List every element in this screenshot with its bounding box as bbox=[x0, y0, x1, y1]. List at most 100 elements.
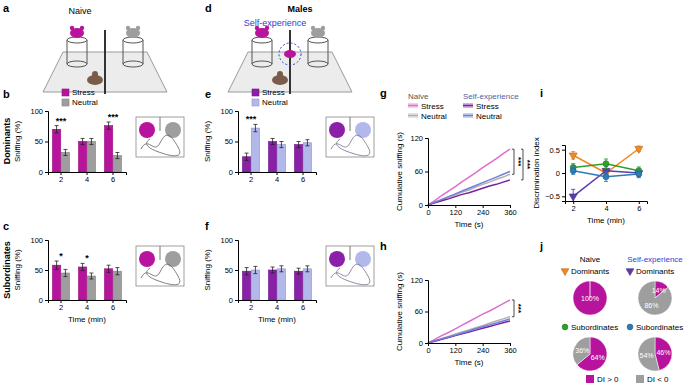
legend-swatch bbox=[408, 115, 418, 117]
bar bbox=[277, 145, 285, 172]
tick-label: 6 bbox=[111, 175, 115, 184]
pie: 14%86% bbox=[638, 281, 672, 315]
tick: 6 bbox=[301, 172, 305, 184]
schematic bbox=[228, 26, 352, 94]
tick: 2 bbox=[59, 300, 63, 312]
line bbox=[428, 149, 510, 205]
tick-mark bbox=[425, 205, 428, 206]
tick-label: 0 bbox=[426, 346, 430, 355]
inset bbox=[326, 246, 374, 286]
cage bbox=[328, 40, 329, 64]
tick: 0 bbox=[39, 168, 48, 177]
axis: 246 bbox=[49, 172, 127, 184]
axis-title: Time (min) bbox=[587, 216, 625, 225]
tick-label: 240 bbox=[477, 346, 490, 355]
data-label: 64% bbox=[591, 354, 605, 361]
tick-label: 120 bbox=[450, 208, 463, 217]
error-bar bbox=[81, 263, 85, 270]
bar bbox=[268, 142, 276, 173]
group-header: Naive bbox=[580, 255, 601, 264]
axis-title: Sniffing (%) bbox=[13, 249, 22, 291]
cage bbox=[123, 61, 143, 67]
inset bbox=[136, 117, 184, 157]
panel-letter: e bbox=[205, 88, 211, 100]
tick-mark bbox=[235, 270, 238, 271]
tick: 240 bbox=[477, 205, 490, 217]
tick: 120 bbox=[410, 276, 428, 285]
mouse bbox=[277, 71, 283, 77]
data-label: 100% bbox=[581, 295, 599, 302]
tick-label: 120 bbox=[450, 346, 463, 355]
tick-mark bbox=[45, 270, 48, 271]
axis-title: Discrimination index bbox=[532, 137, 541, 209]
schematic-title: Self-experience bbox=[244, 18, 307, 28]
pie: 64%36% bbox=[573, 337, 607, 371]
axis: 050100 bbox=[30, 236, 48, 305]
data-label: 36% bbox=[575, 347, 589, 354]
axis-title: Time (min) bbox=[68, 315, 106, 324]
legend-swatch bbox=[586, 375, 594, 383]
tick: 360 bbox=[504, 205, 517, 217]
inset-cage bbox=[139, 122, 155, 138]
data-label: 54% bbox=[640, 352, 654, 359]
tick-mark bbox=[45, 111, 48, 112]
bar bbox=[104, 269, 112, 300]
tick-label: 240 bbox=[477, 208, 490, 217]
marks bbox=[52, 122, 121, 172]
tick: 0 bbox=[229, 168, 238, 177]
axis-line bbox=[235, 112, 239, 173]
legend-label: DI > 0 bbox=[597, 375, 619, 384]
tick-mark bbox=[235, 142, 238, 143]
significance: *** bbox=[523, 160, 532, 170]
tick-mark bbox=[45, 240, 48, 241]
mouse bbox=[126, 26, 130, 30]
inset-divider bbox=[350, 246, 351, 260]
tick: 100 bbox=[220, 236, 238, 245]
error-bar bbox=[245, 268, 249, 275]
mouse bbox=[92, 71, 98, 77]
axis: 0 120 240 360 bbox=[426, 205, 516, 217]
tick-label: 0 bbox=[426, 208, 430, 217]
schematic bbox=[43, 26, 167, 94]
plot: −0.500.5246Discrimination indexTime (min… bbox=[532, 137, 648, 225]
tick: 100 bbox=[30, 236, 48, 245]
legend-swatch bbox=[636, 375, 644, 383]
marker bbox=[636, 171, 642, 177]
error-bar bbox=[604, 172, 608, 181]
tick-label: −0.5 bbox=[545, 192, 560, 201]
cage bbox=[252, 61, 272, 67]
panel-letter: j bbox=[539, 240, 543, 252]
axis: 050100 bbox=[220, 107, 238, 177]
axis-title: Cumulative sniffing (s) bbox=[395, 132, 404, 211]
axis-line bbox=[429, 344, 511, 347]
trajectory bbox=[331, 264, 370, 285]
inset-cage bbox=[139, 251, 155, 267]
tick-label: 6 bbox=[637, 204, 641, 213]
inset-cage bbox=[329, 122, 345, 138]
error-bar bbox=[55, 126, 59, 133]
inset-cage bbox=[355, 251, 371, 267]
error-bar bbox=[55, 261, 59, 269]
axis-title: Sniffing (%) bbox=[203, 121, 212, 163]
axis: −0.500.5 bbox=[545, 146, 565, 202]
error-bar bbox=[305, 266, 309, 272]
tick-label: 100 bbox=[220, 107, 233, 116]
panel-letter: i bbox=[540, 87, 543, 99]
bar bbox=[87, 142, 95, 173]
tick: 0 bbox=[39, 296, 48, 305]
tick: 2 bbox=[249, 172, 253, 184]
significance: * bbox=[85, 253, 89, 263]
trajectory bbox=[331, 135, 370, 156]
legend-label: Neutral bbox=[72, 98, 98, 107]
plot: 0601200120240360Cumulative sniffing (s)T… bbox=[395, 92, 532, 229]
inset-frame bbox=[136, 246, 184, 286]
error-bar bbox=[245, 153, 249, 160]
pie-title: Subordinates bbox=[571, 323, 618, 332]
error-bar bbox=[253, 266, 257, 273]
legend-label: DI < 0 bbox=[647, 375, 669, 384]
tick-mark bbox=[45, 300, 48, 301]
error-bar bbox=[271, 138, 275, 144]
inset bbox=[326, 117, 374, 157]
error-bar bbox=[81, 138, 85, 144]
plot: 050100246Sniffing (%)StressNeutral*** bbox=[203, 88, 374, 184]
